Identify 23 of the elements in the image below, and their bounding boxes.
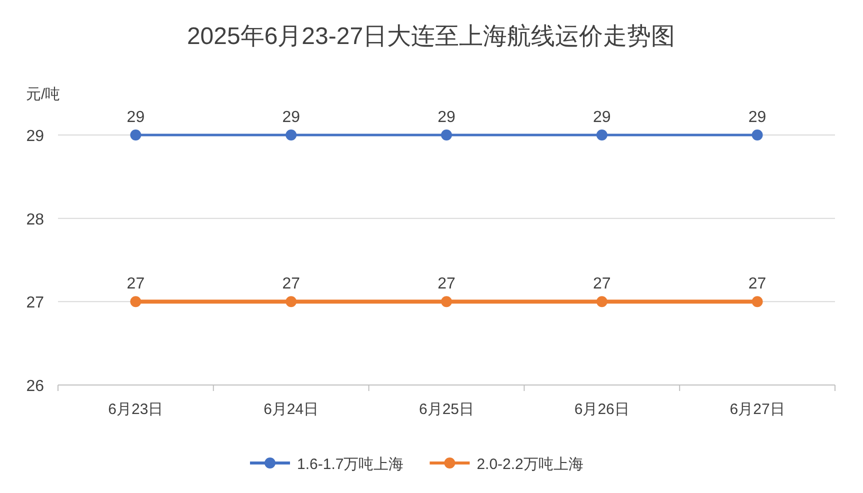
x-tick-label: 6月26日 (574, 401, 630, 418)
x-tick-label: 6月25日 (418, 401, 474, 418)
data-label: 29 (748, 109, 766, 126)
chart-title: 2025年6月23-27日大连至上海航线运价走势图 (186, 23, 676, 50)
x-tick-label: 6月24日 (264, 401, 319, 418)
y-tick-label: 27 (26, 294, 44, 312)
data-label: 29 (126, 109, 145, 126)
data-label: 29 (282, 109, 300, 126)
legend-label: 1.6-1.7万吨上海 (297, 456, 404, 473)
data-label: 29 (593, 109, 611, 126)
y-tick-label: 26 (26, 378, 44, 395)
data-label: 27 (282, 276, 300, 293)
legend-label: 2.0-2.2万吨上海 (476, 456, 584, 473)
data-label: 27 (438, 276, 456, 293)
y-axis-title: 元/吨 (26, 86, 60, 103)
y-tick-label: 28 (26, 211, 44, 228)
x-tick-label: 6月23日 (108, 401, 164, 418)
data-label: 27 (126, 276, 145, 293)
data-label: 27 (748, 276, 766, 293)
data-label: 29 (438, 109, 456, 126)
data-label: 27 (593, 276, 611, 293)
y-tick-label: 29 (26, 128, 44, 145)
x-tick-label: 6月27日 (730, 401, 785, 418)
